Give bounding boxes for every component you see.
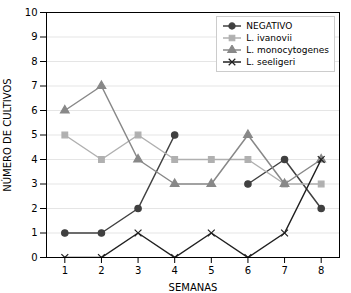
svg-text:4: 4 [31, 154, 37, 165]
svg-text:6: 6 [245, 265, 251, 276]
svg-text:9: 9 [31, 31, 37, 42]
svg-text:10: 10 [25, 7, 38, 18]
svg-text:0: 0 [31, 252, 37, 263]
svg-text:1: 1 [31, 227, 37, 238]
svg-text:5: 5 [208, 265, 214, 276]
svg-text:8: 8 [31, 56, 37, 67]
html-text:L. ivanovii: L. ivanovii [246, 33, 292, 43]
svg-text:7: 7 [281, 265, 287, 276]
html-text:NEGATIVO: NEGATIVO [246, 21, 293, 31]
svg-text:NÚMERO DE CULTIVOS: NÚMERO DE CULTIVOS [1, 78, 13, 191]
svg-text:2: 2 [31, 203, 37, 214]
svg-text:SEMANAS: SEMANAS [169, 282, 218, 293]
html-text:L. seeligeri: L. seeligeri [246, 57, 296, 67]
svg-text:7: 7 [31, 80, 37, 91]
svg-text:3: 3 [31, 178, 37, 189]
svg-text:3: 3 [135, 265, 141, 276]
svg-text:1: 1 [62, 265, 68, 276]
svg-text:8: 8 [318, 265, 324, 276]
svg-text:4: 4 [172, 265, 178, 276]
html-text:L. monocytogenes: L. monocytogenes [246, 45, 329, 55]
svg-text:2: 2 [98, 265, 104, 276]
svg-text:5: 5 [31, 129, 37, 140]
svg-text:6: 6 [31, 105, 37, 116]
